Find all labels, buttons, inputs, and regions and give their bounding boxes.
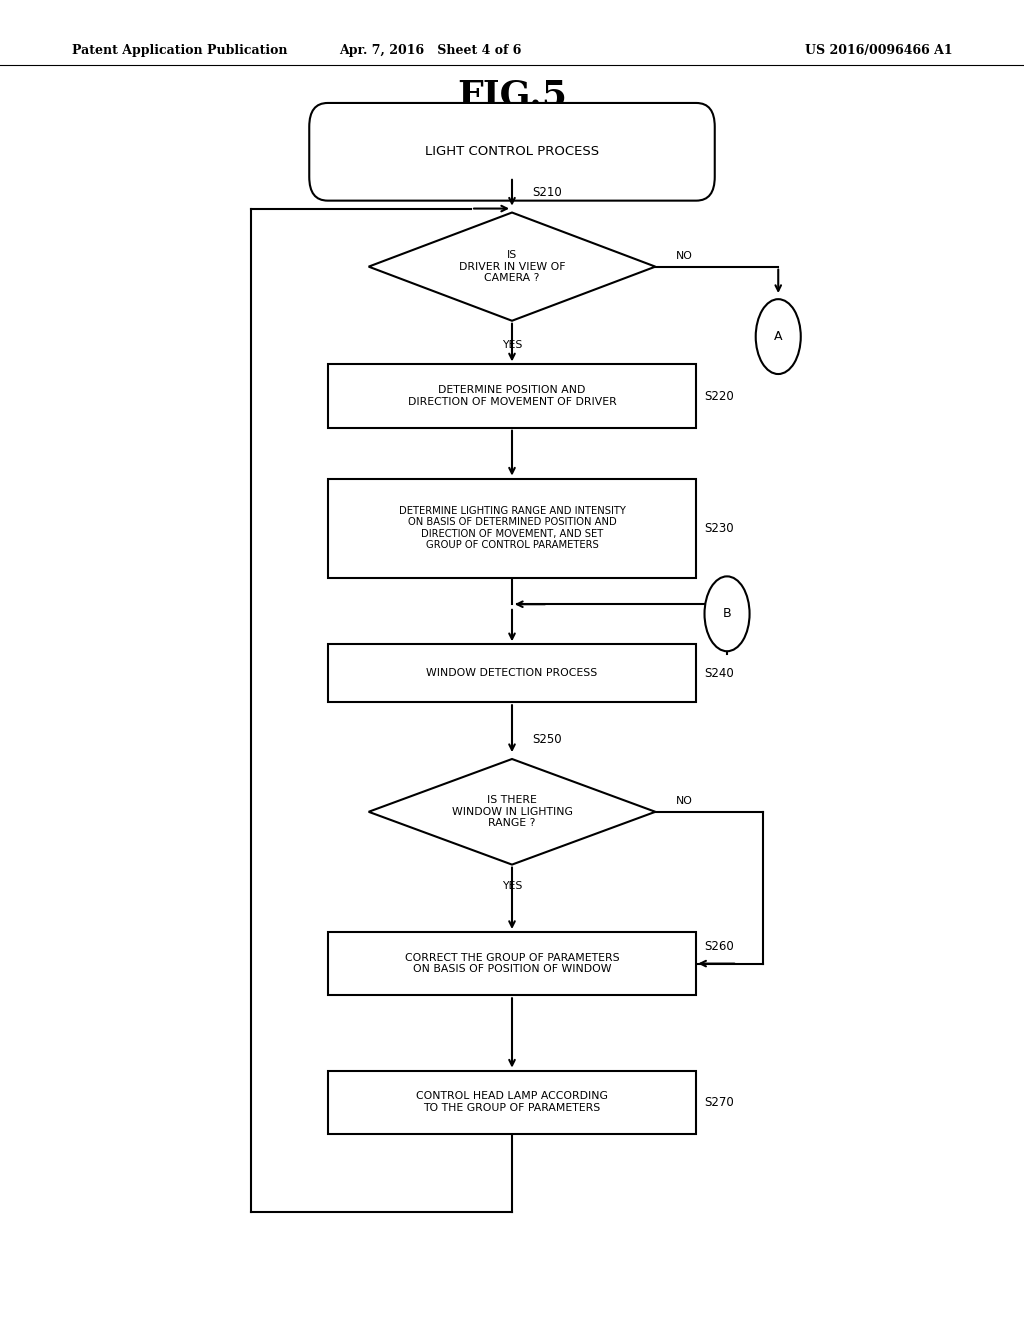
- Text: A: A: [774, 330, 782, 343]
- FancyBboxPatch shape: [309, 103, 715, 201]
- Bar: [328, 479, 696, 578]
- Text: YES: YES: [502, 339, 522, 350]
- Ellipse shape: [756, 300, 801, 374]
- Text: S230: S230: [705, 521, 734, 535]
- Text: S260: S260: [705, 940, 734, 953]
- Bar: [328, 644, 696, 702]
- Text: Apr. 7, 2016   Sheet 4 of 6: Apr. 7, 2016 Sheet 4 of 6: [339, 44, 521, 57]
- Text: LIGHT CONTROL PROCESS: LIGHT CONTROL PROCESS: [425, 145, 599, 158]
- Text: IS
DRIVER IN VIEW OF
CAMERA ?: IS DRIVER IN VIEW OF CAMERA ?: [459, 249, 565, 284]
- Text: IS THERE
WINDOW IN LIGHTING
RANGE ?: IS THERE WINDOW IN LIGHTING RANGE ?: [452, 795, 572, 829]
- Text: US 2016/0096466 A1: US 2016/0096466 A1: [805, 44, 952, 57]
- Text: B: B: [723, 607, 731, 620]
- Text: S240: S240: [705, 667, 734, 680]
- Text: S220: S220: [705, 389, 734, 403]
- Text: YES: YES: [502, 880, 522, 891]
- Text: NO: NO: [676, 796, 692, 807]
- Bar: [328, 1071, 696, 1134]
- Text: S210: S210: [532, 186, 562, 199]
- Polygon shape: [369, 213, 655, 321]
- Text: NO: NO: [676, 251, 692, 261]
- Bar: [328, 364, 696, 428]
- Polygon shape: [369, 759, 655, 865]
- Text: WINDOW DETECTION PROCESS: WINDOW DETECTION PROCESS: [426, 668, 598, 678]
- Text: CORRECT THE GROUP OF PARAMETERS
ON BASIS OF POSITION OF WINDOW: CORRECT THE GROUP OF PARAMETERS ON BASIS…: [404, 953, 620, 974]
- Text: DETERMINE LIGHTING RANGE AND INTENSITY
ON BASIS OF DETERMINED POSITION AND
DIREC: DETERMINE LIGHTING RANGE AND INTENSITY O…: [398, 506, 626, 550]
- Text: S270: S270: [705, 1096, 734, 1109]
- Text: CONTROL HEAD LAMP ACCORDING
TO THE GROUP OF PARAMETERS: CONTROL HEAD LAMP ACCORDING TO THE GROUP…: [416, 1092, 608, 1113]
- Text: Patent Application Publication: Patent Application Publication: [72, 44, 287, 57]
- Text: DETERMINE POSITION AND
DIRECTION OF MOVEMENT OF DRIVER: DETERMINE POSITION AND DIRECTION OF MOVE…: [408, 385, 616, 407]
- Ellipse shape: [705, 577, 750, 651]
- Bar: [328, 932, 696, 995]
- Text: FIG.5: FIG.5: [457, 78, 567, 112]
- Text: S250: S250: [532, 733, 562, 746]
